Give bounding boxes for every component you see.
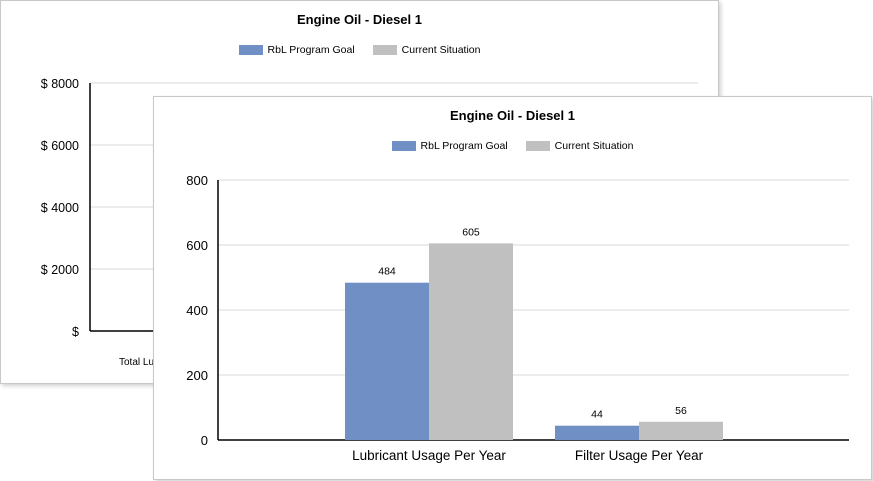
back-y-tick: $ 2000 xyxy=(41,263,79,277)
back-chart-legend: RbL Program Goal Current Situation xyxy=(1,44,718,56)
legend-current-swatch xyxy=(525,141,550,151)
back-x-label: Total Lu xyxy=(119,357,154,368)
y-tick-label: 800 xyxy=(186,173,208,188)
y-tick-label: 600 xyxy=(186,238,208,253)
y-tick-label: 0 xyxy=(201,433,208,448)
back-y-tick: $ 8000 xyxy=(41,77,79,91)
back-y-tick: $ xyxy=(72,325,79,339)
back-legend-current-swatch xyxy=(372,45,397,55)
bar xyxy=(345,282,429,440)
back-legend-goal-swatch xyxy=(238,45,263,55)
back-legend-goal-label: RbL Program Goal xyxy=(267,44,355,56)
legend-current-label: Current Situation xyxy=(554,140,634,152)
back-legend-goal: RbL Program Goal xyxy=(238,44,355,56)
bar xyxy=(639,421,723,440)
x-category-label: Lubricant Usage Per Year xyxy=(352,448,506,463)
chart-legend: RbL Program Goal Current Situation xyxy=(154,140,871,152)
back-chart-title: Engine Oil - Diesel 1 xyxy=(297,12,422,27)
legend-current: Current Situation xyxy=(525,140,634,152)
x-category-label: Filter Usage Per Year xyxy=(575,448,704,463)
data-label: 605 xyxy=(462,226,480,238)
y-tick-label: 200 xyxy=(186,368,208,383)
bar xyxy=(555,425,639,440)
back-legend-current: Current Situation xyxy=(372,44,481,56)
data-label: 56 xyxy=(675,405,687,417)
y-tick-label: 400 xyxy=(186,303,208,318)
back-y-tick: $ 4000 xyxy=(41,201,79,215)
legend-goal-swatch xyxy=(391,141,416,151)
front-chart-panel: Engine Oil - Diesel 1 RbL Program Goal C… xyxy=(153,96,872,480)
chart-title: Engine Oil - Diesel 1 xyxy=(450,108,575,123)
chart-svg: 0 200 400 600 800 484 605 Lubricant Usage Per Y… xyxy=(186,173,849,463)
bar xyxy=(429,243,513,440)
back-y-tick: $ 6000 xyxy=(41,139,79,153)
data-label: 484 xyxy=(378,266,396,278)
legend-goal: RbL Program Goal xyxy=(391,140,508,152)
back-legend-current-label: Current Situation xyxy=(401,44,481,56)
data-label: 44 xyxy=(591,409,603,421)
legend-goal-label: RbL Program Goal xyxy=(420,140,508,152)
